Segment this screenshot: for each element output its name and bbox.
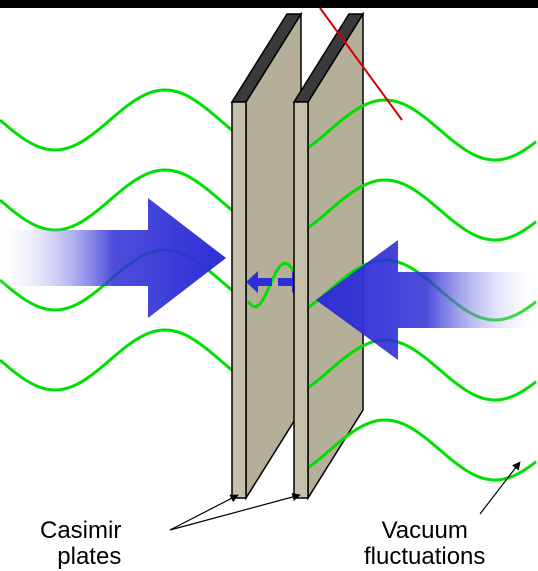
label-casimir-plates: Casimir plates (40, 518, 121, 571)
plate-2-front (294, 102, 308, 498)
label-plates-line2: plates (57, 543, 121, 570)
casimir-diagram (0, 0, 538, 570)
label-vacuum-line1: Vacuum (382, 517, 468, 544)
plate-1-front (232, 102, 246, 498)
label-vacuum-line2: fluctuations (364, 543, 485, 570)
label-vacuum-fluctuations: Vacuum fluctuations (364, 518, 485, 571)
label-plates-line1: Casimir (40, 517, 121, 544)
top-bar (0, 0, 538, 8)
pressure-arrow-left (0, 198, 226, 318)
